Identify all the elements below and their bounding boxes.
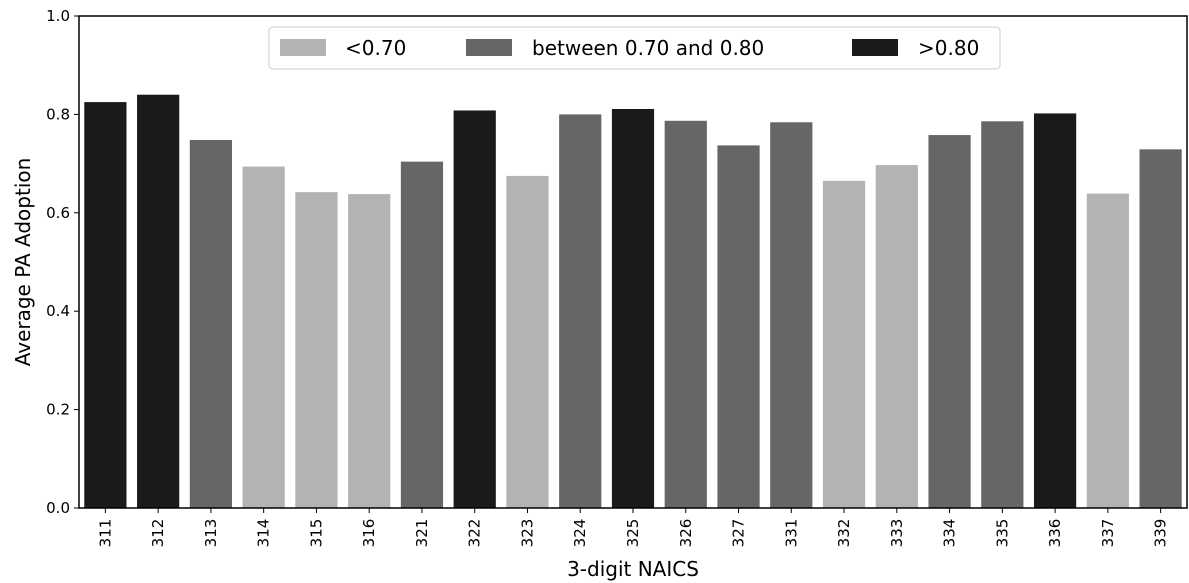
x-tick-label-334: 334: [941, 519, 959, 548]
x-tick-label-315: 315: [307, 519, 325, 548]
legend-swatch-low: [280, 39, 326, 56]
x-ticks: 311 312 313 314 315 316 321 322 323 324 325 326 327 3…: [96, 508, 1170, 548]
x-tick-label-325: 325: [624, 519, 642, 548]
legend-label-high: >0.80: [918, 36, 979, 60]
legend-swatch-mid: [466, 39, 512, 56]
bar-333: [875, 165, 918, 509]
bar-326: [664, 120, 707, 509]
y-tick-label: 0.4: [46, 302, 70, 320]
y-tick-label: 0.8: [46, 105, 70, 123]
y-tick-label: 0.6: [46, 204, 70, 222]
bar-334: [928, 135, 971, 508]
bar-312: [137, 94, 180, 508]
x-tick-label-339: 339: [1152, 519, 1170, 548]
bar-321: [400, 161, 444, 508]
y-tick-label: 1.0: [46, 7, 70, 25]
x-tick-label-331: 331: [782, 519, 800, 548]
x-tick-label-321: 321: [413, 519, 431, 548]
bar-313: [189, 139, 233, 508]
bar-335: [981, 121, 1024, 509]
x-tick-label-316: 316: [360, 519, 378, 548]
bar-322: [453, 110, 496, 509]
x-tick-label-311: 311: [96, 519, 114, 548]
x-tick-label-332: 332: [835, 519, 853, 548]
bar-311: [84, 102, 127, 508]
legend: <0.70 between 0.70 and 0.80 >0.80: [268, 26, 1001, 70]
bar-314: [242, 166, 285, 508]
bar-339: [1139, 149, 1182, 508]
y-axis-label: Average PA Adoption: [11, 158, 35, 367]
bar-323: [506, 175, 549, 508]
x-tick-label-336: 336: [1046, 519, 1064, 548]
x-tick-label-333: 333: [888, 519, 906, 548]
legend-label-low: <0.70: [345, 36, 406, 60]
legend-label-mid: between 0.70 and 0.80: [532, 36, 764, 60]
bar-325: [611, 108, 655, 508]
x-tick-label-335: 335: [993, 519, 1011, 548]
bar-331: [770, 122, 813, 508]
y-tick-label: 0.2: [46, 401, 70, 419]
bar-327: [717, 145, 760, 508]
bar-315: [295, 192, 338, 509]
x-tick-label-322: 322: [466, 519, 484, 548]
bar-316: [348, 194, 391, 508]
x-axis-label: 3-digit NAICS: [567, 557, 699, 581]
legend-swatch-high: [852, 39, 898, 56]
x-tick-label-326: 326: [677, 519, 695, 548]
legend-frame: [268, 26, 1001, 70]
y-ticks: 0.0 0.2 0.4 0.6 0.8 1.0: [46, 7, 79, 517]
x-tick-label-314: 314: [255, 519, 273, 548]
x-tick-label-312: 312: [149, 519, 167, 548]
bar-336: [1033, 113, 1077, 508]
bars-group: [84, 94, 1182, 509]
x-tick-label-323: 323: [518, 519, 536, 548]
bar-324: [559, 114, 602, 509]
x-tick-label-327: 327: [730, 519, 748, 548]
x-tick-label-324: 324: [571, 519, 589, 548]
y-tick-label: 0.0: [46, 499, 70, 517]
bar-332: [822, 180, 866, 508]
bar-337: [1086, 193, 1129, 508]
x-tick-label-337: 337: [1099, 519, 1117, 548]
x-tick-label-313: 313: [202, 519, 220, 548]
